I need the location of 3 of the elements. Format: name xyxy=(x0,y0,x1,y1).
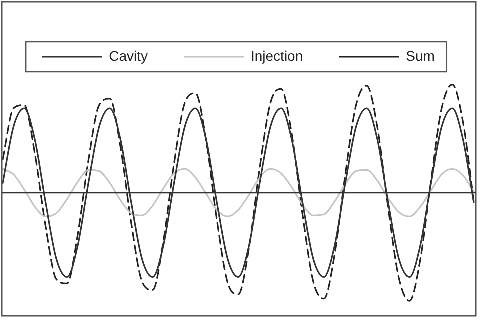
legend-label: Cavity xyxy=(109,48,148,64)
legend-label: Injection xyxy=(250,48,304,64)
legend-label: Sum xyxy=(406,48,435,64)
